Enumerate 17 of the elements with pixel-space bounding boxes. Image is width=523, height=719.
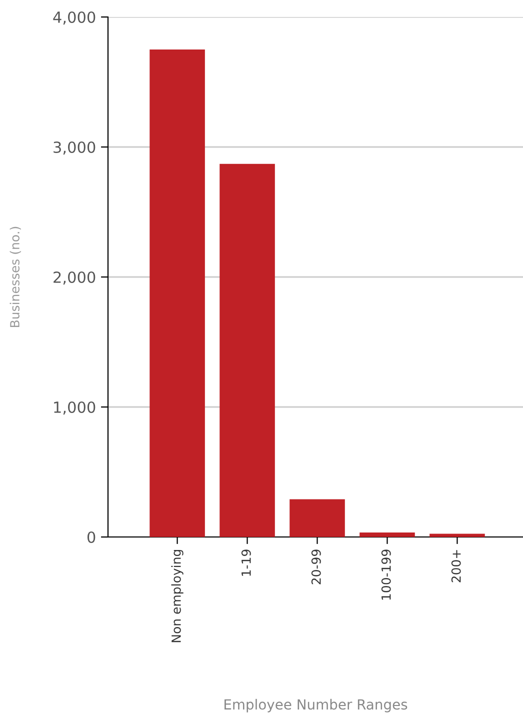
x-tick-label: 200+ xyxy=(451,550,461,582)
bar xyxy=(290,499,345,537)
y-tick-label: 3,000 xyxy=(54,141,96,155)
y-tick-label: 1,000 xyxy=(54,401,96,415)
bar xyxy=(430,534,485,537)
y-tick-label: 4,000 xyxy=(53,11,96,25)
x-tick-label: 20-99 xyxy=(311,550,321,584)
y-tick-label: 2,000 xyxy=(54,271,96,285)
bar xyxy=(220,164,275,537)
x-tick-label: 100-199 xyxy=(381,550,391,600)
x-axis-title: Employee Number Ranges xyxy=(224,698,408,712)
y-tick-label: 0 xyxy=(87,531,96,544)
bar xyxy=(360,532,415,537)
bar xyxy=(150,50,205,537)
x-tick-label: 1-19 xyxy=(241,550,251,576)
y-axis-title: Businesses (no.) xyxy=(10,226,21,327)
x-tick-label: Non employing xyxy=(171,550,184,642)
